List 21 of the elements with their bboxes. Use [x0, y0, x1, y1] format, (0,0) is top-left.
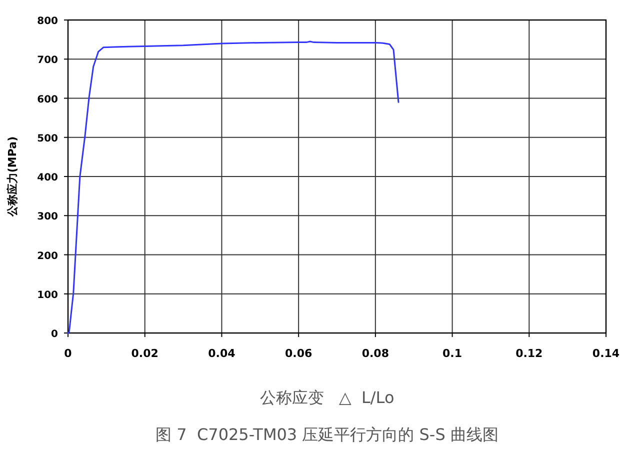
- y-axis-title: 公称应力(MPa): [6, 136, 19, 218]
- y-tick-label: 600: [37, 94, 58, 106]
- x-tick-label: 0.06: [285, 347, 312, 360]
- x-tick-label: 0.02: [131, 347, 158, 360]
- y-tick-label: 100: [37, 290, 58, 301]
- y-tick-label: 800: [37, 16, 58, 27]
- x-tick-label: 0.14: [592, 347, 620, 360]
- x-axis-title: 公称应变 △ L/Lo: [260, 388, 394, 407]
- y-tick-label: 0: [51, 329, 58, 340]
- y-tick-label: 200: [37, 250, 58, 262]
- y-tick-label: 500: [37, 133, 58, 144]
- y-tick-label: 300: [37, 212, 58, 223]
- x-tick-label: 0: [64, 347, 72, 360]
- y-tick-label: 400: [37, 172, 58, 184]
- y-tick-label: 700: [37, 55, 58, 66]
- text: 图 7 C7025-TM03 压延平行方向的 S-S 曲线图: [156, 425, 498, 444]
- x-tick-label: 0.08: [362, 347, 389, 360]
- x-tick-label: 0.12: [516, 347, 543, 360]
- line-series: [67, 40, 400, 334]
- x-tick-label: 0.04: [208, 347, 236, 360]
- x-tick-label: 0.1: [442, 347, 462, 360]
